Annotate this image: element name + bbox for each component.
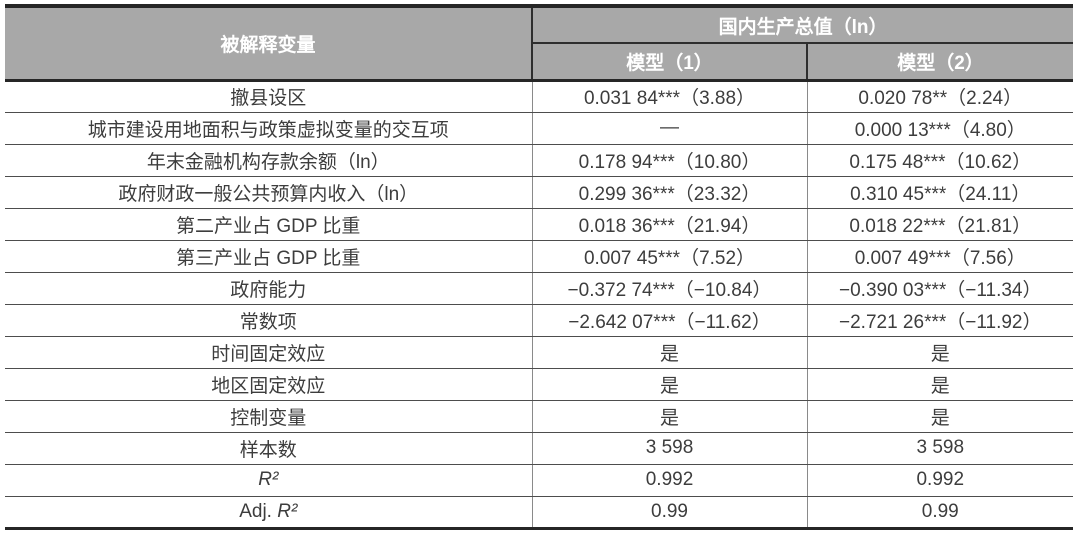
model2-value: 0.992 <box>806 464 1074 497</box>
header-gdp-group: 国内生产总值（ln） <box>530 6 1074 44</box>
row-label: 政府财政一般公共预算内收入（ln） <box>5 176 532 209</box>
model2-value: −2.721 26***（−11.92） <box>806 304 1074 337</box>
row-label-r-squared: R² <box>5 464 532 497</box>
header-dependent-variable: 被解释变量 <box>5 6 532 82</box>
r-squared-symbol: R² <box>258 469 279 490</box>
model1-value: 0.299 36***（23.32） <box>531 176 807 209</box>
model1-value: 0.007 45***（7.52） <box>531 240 807 273</box>
table-row: 年末金融机构存款余额（ln） 0.178 94***（10.80） 0.175 … <box>5 144 1074 177</box>
model2-value: 0.310 45***（24.11） <box>806 176 1074 209</box>
table-row: Adj. R² 0.99 0.99 <box>5 496 1074 528</box>
table-row: 时间固定效应 是 是 <box>5 336 1074 369</box>
model1-value: −2.642 07***（−11.62） <box>531 304 807 337</box>
header-model-1: 模型（1） <box>531 43 807 82</box>
header-model-2: 模型（2） <box>805 43 1074 82</box>
model1-value: 是 <box>531 368 807 401</box>
table-row: 控制变量 是 是 <box>5 400 1074 433</box>
model1-value: 0.178 94***（10.80） <box>531 144 807 177</box>
model2-value: 3 598 <box>806 432 1074 465</box>
model2-value: 0.020 78**（2.24） <box>806 80 1074 113</box>
table-row: 撤县设区 0.031 84***（3.88） 0.020 78**（2.24） <box>5 80 1074 113</box>
row-label: 时间固定效应 <box>5 336 532 369</box>
row-label: 样本数 <box>5 432 532 465</box>
model1-value: 0.018 36***（21.94） <box>531 208 807 241</box>
row-label-prefix: Adj. <box>239 500 278 522</box>
model2-value: 0.007 49***（7.56） <box>806 240 1074 273</box>
row-label: 控制变量 <box>5 400 532 433</box>
row-label: 第三产业占 GDP 比重 <box>5 240 532 273</box>
table-header: 被解释变量 国内生产总值（ln） 模型（1） 模型（2） <box>5 6 1074 82</box>
model1-value: 0.992 <box>531 464 807 497</box>
row-label: 常数项 <box>5 304 532 337</box>
row-label: 地区固定效应 <box>5 368 532 401</box>
model2-value: 0.018 22***（21.81） <box>806 208 1074 241</box>
model1-value: 0.031 84***（3.88） <box>531 80 807 113</box>
model2-value: 0.175 48***（10.62） <box>806 144 1074 177</box>
model2-value: −0.390 03***（−11.34） <box>806 272 1074 305</box>
r-squared-symbol: R² <box>277 500 298 522</box>
table-row: 第三产业占 GDP 比重 0.007 45***（7.52） 0.007 49*… <box>5 240 1074 273</box>
model1-value: 是 <box>531 400 807 433</box>
row-label: 城市建设用地面积与政策虚拟变量的交互项 <box>5 112 532 145</box>
header-row-models: 模型（1） 模型（2） <box>5 43 1074 82</box>
table-row: 政府能力 −0.372 74***（−10.84） −0.390 03***（−… <box>5 272 1074 305</box>
model2-value: 0.000 13***（4.80） <box>806 112 1074 145</box>
table-row: 常数项 −2.642 07***（−11.62） −2.721 26***（−1… <box>5 304 1074 337</box>
model2-value: 0.99 <box>806 496 1074 528</box>
model1-value: 3 598 <box>531 432 807 465</box>
table-row: R² 0.992 0.992 <box>5 464 1074 497</box>
row-label: 撤县设区 <box>5 80 532 113</box>
model1-value: — <box>531 112 807 145</box>
table-row: 城市建设用地面积与政策虚拟变量的交互项 — 0.000 13***（4.80） <box>5 112 1074 145</box>
model1-value: 是 <box>531 336 807 369</box>
table-body: 撤县设区 0.031 84***（3.88） 0.020 78**（2.24） … <box>5 80 1074 528</box>
table-row: 第二产业占 GDP 比重 0.018 36***（21.94） 0.018 22… <box>5 208 1074 241</box>
header-row-group: 被解释变量 国内生产总值（ln） <box>5 6 1074 82</box>
model1-value: −0.372 74***（−10.84） <box>531 272 807 305</box>
row-label: 年末金融机构存款余额（ln） <box>5 144 532 177</box>
row-label-adj-r-squared: Adj. R² <box>5 496 532 528</box>
model2-value: 是 <box>806 368 1074 401</box>
table-row: 样本数 3 598 3 598 <box>5 432 1074 465</box>
regression-results-table: 被解释变量 国内生产总值（ln） 模型（1） 模型（2） 撤县设区 0.031 … <box>5 4 1074 530</box>
row-label: 政府能力 <box>5 272 532 305</box>
table-row: 地区固定效应 是 是 <box>5 368 1074 401</box>
row-label: 第二产业占 GDP 比重 <box>5 208 532 241</box>
model2-value: 是 <box>806 336 1074 369</box>
regression-results-table-wrap: 被解释变量 国内生产总值（ln） 模型（1） 模型（2） 撤县设区 0.031 … <box>5 4 1074 530</box>
table-row: 政府财政一般公共预算内收入（ln） 0.299 36***（23.32） 0.3… <box>5 176 1074 209</box>
model2-value: 是 <box>806 400 1074 433</box>
model1-value: 0.99 <box>531 496 807 528</box>
